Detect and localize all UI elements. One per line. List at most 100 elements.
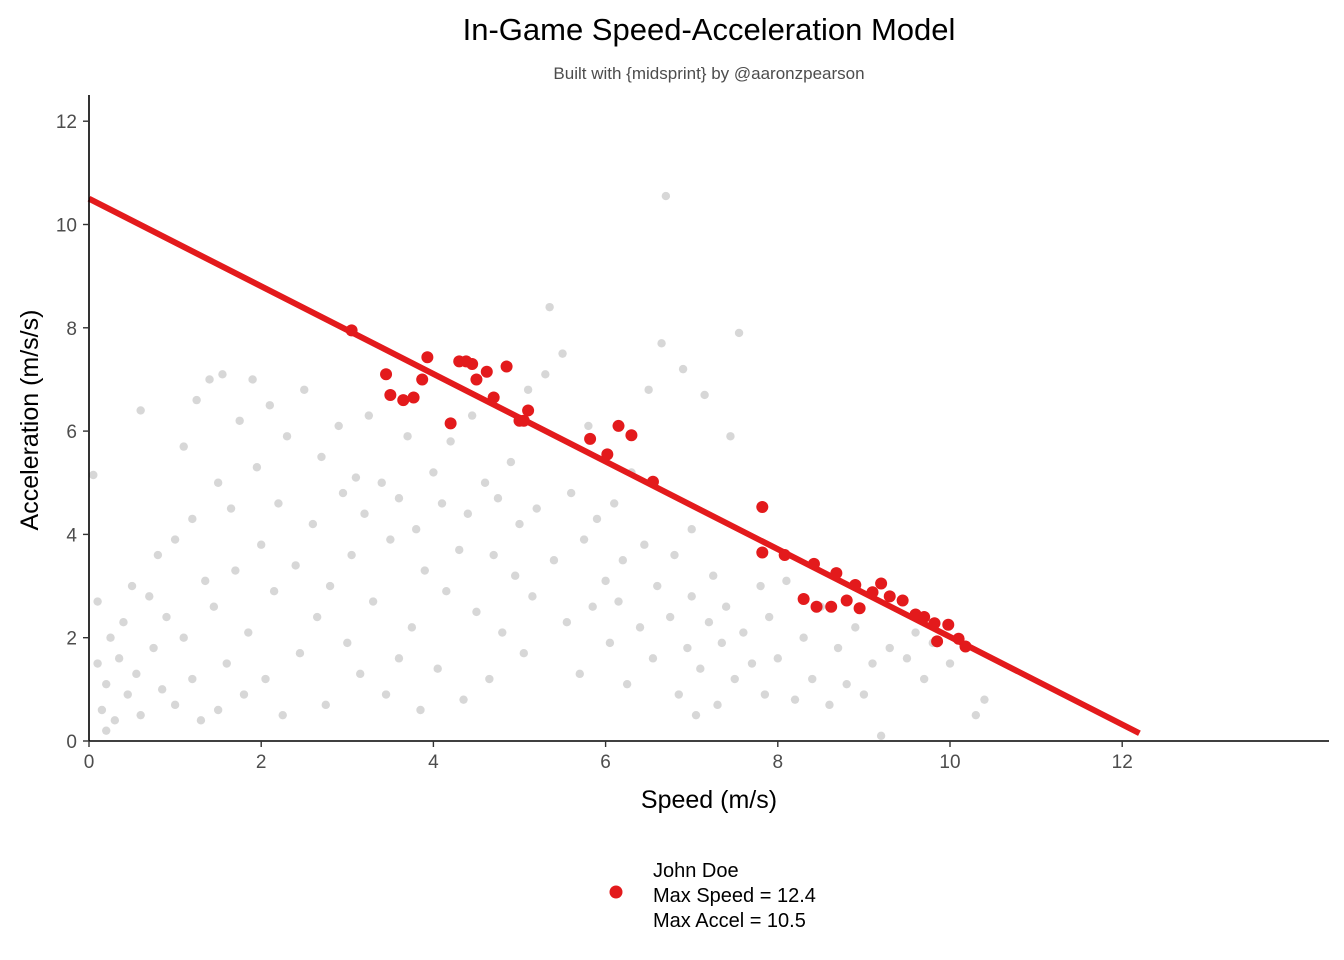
background-point xyxy=(205,375,214,384)
background-point xyxy=(549,556,559,565)
background-point xyxy=(575,669,584,679)
background-point xyxy=(235,416,244,425)
background-point xyxy=(459,695,468,704)
background-point xyxy=(252,463,262,472)
background-point xyxy=(528,592,537,601)
background-point xyxy=(102,679,111,689)
background-point xyxy=(97,705,107,715)
background-point xyxy=(739,628,748,637)
background-point xyxy=(945,659,955,668)
background-point xyxy=(114,654,124,663)
background-point xyxy=(411,525,421,534)
background-point xyxy=(93,659,102,668)
highlight-point xyxy=(931,635,944,648)
background-point xyxy=(876,731,886,741)
background-point xyxy=(416,705,425,715)
background-point xyxy=(764,612,774,622)
background-point xyxy=(261,674,270,684)
background-point xyxy=(321,700,330,710)
highlight-point xyxy=(918,611,931,624)
highlight-point xyxy=(756,501,769,514)
background-point xyxy=(472,607,481,617)
y-axis-label: Acceleration (m/s/s) xyxy=(16,310,44,531)
background-point xyxy=(640,540,649,549)
background-point xyxy=(756,581,765,591)
highlight-point xyxy=(756,546,769,559)
background-point xyxy=(605,638,615,648)
background-point xyxy=(696,664,705,673)
y-tick-label: 8 xyxy=(66,319,77,340)
highlight-point xyxy=(896,594,909,607)
y-axis-ticks: 0 2 4 6 8 10 12 xyxy=(56,112,89,753)
background-point xyxy=(265,401,275,410)
x-tick-label: 0 xyxy=(84,752,95,773)
highlight-point xyxy=(928,617,941,630)
model-line-layer xyxy=(87,196,1141,736)
highlight-point xyxy=(444,417,457,430)
background-point xyxy=(119,618,128,627)
background-point xyxy=(498,628,507,637)
background-point xyxy=(683,643,692,653)
background-point xyxy=(808,674,817,684)
background-point xyxy=(911,628,920,637)
background-point xyxy=(226,504,236,513)
background-point xyxy=(157,685,167,694)
highlight-point xyxy=(522,404,535,417)
background-point xyxy=(455,545,464,555)
highlight-point xyxy=(601,448,614,461)
y-tick-label: 0 xyxy=(66,732,77,753)
x-tick-label: 8 xyxy=(773,752,784,773)
highlight-point xyxy=(416,373,429,386)
background-point xyxy=(635,623,645,632)
background-point xyxy=(429,468,438,477)
background-point xyxy=(463,509,473,518)
background-point xyxy=(136,710,145,720)
background-point xyxy=(179,633,188,642)
background-point xyxy=(541,370,550,379)
background-point xyxy=(648,654,658,663)
background-point xyxy=(218,370,227,379)
background-point xyxy=(622,679,632,689)
background-point xyxy=(489,550,498,560)
background-point xyxy=(545,302,554,312)
highlight-point xyxy=(942,618,955,631)
background-point xyxy=(188,674,197,684)
background-point xyxy=(269,587,279,596)
legend-line-3: Max Accel = 10.5 xyxy=(653,910,806,932)
background-point xyxy=(691,710,701,720)
background-point xyxy=(485,674,494,684)
legend-key-marker xyxy=(609,885,623,899)
background-point xyxy=(790,695,800,704)
highlight-point xyxy=(840,594,853,607)
background-point xyxy=(661,191,671,201)
chart-subtitle: Built with {midsprint} by @aaronzpearson xyxy=(553,64,864,83)
background-point xyxy=(213,705,223,715)
highlight-point xyxy=(825,600,838,613)
y-tick-label: 12 xyxy=(56,112,77,133)
background-point xyxy=(102,726,111,735)
background-point xyxy=(149,643,158,653)
background-point xyxy=(523,385,533,394)
background-point xyxy=(93,597,102,606)
background-point xyxy=(325,581,335,591)
background-point xyxy=(196,716,206,725)
highlight-point xyxy=(480,365,493,378)
legend: John Doe Max Speed = 12.4 Max Accel = 10… xyxy=(609,860,816,932)
background-point xyxy=(274,499,283,508)
background-point xyxy=(179,442,188,451)
background-point xyxy=(833,643,843,653)
background-point xyxy=(510,571,520,580)
background-point xyxy=(721,602,731,611)
highlight-point xyxy=(397,394,410,407)
model-fit-line xyxy=(87,196,1141,736)
legend-line-2: Max Speed = 12.4 xyxy=(653,885,816,907)
background-point xyxy=(709,571,718,580)
background-point xyxy=(153,550,163,560)
background-point xyxy=(532,504,541,513)
highlight-point xyxy=(384,388,397,401)
background-point xyxy=(653,581,662,591)
background-point xyxy=(885,643,894,653)
y-tick-label: 4 xyxy=(66,525,77,546)
background-point xyxy=(170,700,180,710)
background-point xyxy=(584,421,593,431)
